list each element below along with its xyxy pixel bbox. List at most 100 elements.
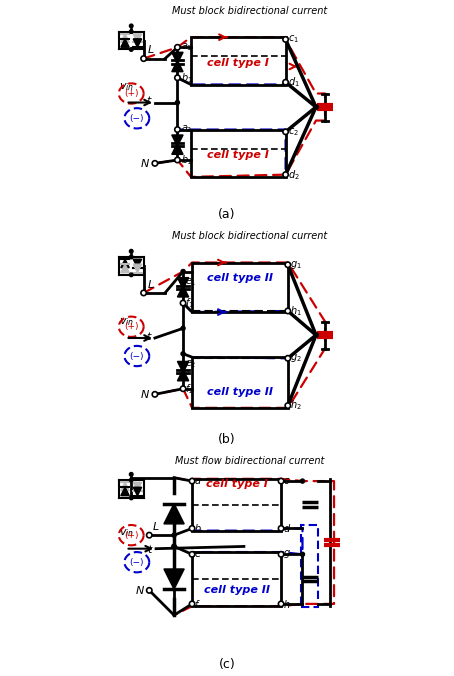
Bar bbox=[192, 479, 281, 531]
Polygon shape bbox=[121, 482, 129, 491]
Circle shape bbox=[314, 105, 318, 110]
Bar bbox=[191, 130, 286, 177]
Circle shape bbox=[129, 496, 133, 500]
Bar bbox=[191, 37, 286, 84]
Text: Must block bidirectional current: Must block bidirectional current bbox=[172, 5, 327, 16]
Circle shape bbox=[129, 473, 133, 476]
Circle shape bbox=[301, 479, 305, 483]
Text: $c_1$: $c_1$ bbox=[288, 34, 299, 45]
Circle shape bbox=[141, 56, 146, 62]
Polygon shape bbox=[172, 60, 183, 72]
Bar bbox=[192, 552, 281, 606]
Text: $c_2$: $c_2$ bbox=[288, 126, 299, 138]
Circle shape bbox=[175, 75, 180, 80]
Polygon shape bbox=[133, 264, 142, 272]
Text: $d_2$: $d_2$ bbox=[288, 168, 300, 182]
Polygon shape bbox=[178, 370, 189, 381]
Circle shape bbox=[152, 391, 158, 397]
Text: (+): (+) bbox=[124, 531, 138, 539]
Text: (+): (+) bbox=[124, 89, 138, 98]
Circle shape bbox=[285, 356, 291, 361]
Circle shape bbox=[283, 80, 288, 85]
Circle shape bbox=[129, 30, 133, 33]
Text: $f_1$: $f_1$ bbox=[185, 296, 194, 310]
Text: $d_1$: $d_1$ bbox=[288, 75, 300, 89]
Bar bbox=[192, 262, 288, 312]
Text: $N$: $N$ bbox=[135, 584, 145, 596]
Polygon shape bbox=[121, 34, 129, 43]
Text: $d$: $d$ bbox=[283, 523, 291, 535]
Circle shape bbox=[189, 552, 195, 557]
Circle shape bbox=[129, 249, 133, 253]
Polygon shape bbox=[121, 264, 129, 272]
Text: Must flow bidirectional current: Must flow bidirectional current bbox=[175, 456, 324, 466]
Circle shape bbox=[147, 533, 152, 538]
Text: $v_{in}$: $v_{in}$ bbox=[119, 527, 134, 539]
Circle shape bbox=[175, 45, 180, 50]
Polygon shape bbox=[172, 52, 183, 64]
Polygon shape bbox=[121, 487, 129, 496]
Circle shape bbox=[285, 262, 291, 268]
Text: $e$: $e$ bbox=[194, 550, 202, 559]
Circle shape bbox=[189, 601, 195, 606]
Text: $h_2$: $h_2$ bbox=[290, 399, 302, 412]
Text: $f$: $f$ bbox=[194, 598, 201, 610]
Polygon shape bbox=[178, 362, 189, 372]
Text: cell type I: cell type I bbox=[206, 479, 267, 489]
Text: $v_{in}$: $v_{in}$ bbox=[119, 316, 134, 328]
Polygon shape bbox=[133, 34, 142, 43]
Circle shape bbox=[181, 270, 185, 274]
Text: $L$: $L$ bbox=[147, 278, 154, 289]
Circle shape bbox=[278, 479, 284, 484]
Circle shape bbox=[129, 48, 133, 51]
Circle shape bbox=[175, 127, 180, 132]
Circle shape bbox=[152, 161, 158, 166]
Text: $b$: $b$ bbox=[194, 523, 202, 535]
Text: $a_1$: $a_1$ bbox=[181, 41, 192, 53]
Polygon shape bbox=[133, 482, 142, 491]
Polygon shape bbox=[178, 278, 189, 289]
Polygon shape bbox=[121, 259, 129, 268]
Polygon shape bbox=[164, 504, 184, 524]
Circle shape bbox=[141, 290, 146, 295]
Polygon shape bbox=[121, 39, 129, 47]
Text: $e_1$: $e_1$ bbox=[185, 276, 197, 288]
Text: $L$: $L$ bbox=[147, 43, 154, 55]
Text: cell type I: cell type I bbox=[207, 151, 269, 160]
Circle shape bbox=[278, 526, 284, 531]
Circle shape bbox=[189, 479, 195, 484]
Text: (−): (−) bbox=[129, 114, 144, 123]
Text: $N$: $N$ bbox=[140, 158, 150, 170]
Text: $h_1$: $h_1$ bbox=[290, 304, 302, 318]
Circle shape bbox=[181, 352, 185, 356]
Text: $e_2$: $e_2$ bbox=[185, 358, 197, 370]
Text: $v_{in}$: $v_{in}$ bbox=[119, 81, 134, 93]
Text: cell type II: cell type II bbox=[207, 387, 273, 397]
Polygon shape bbox=[133, 487, 142, 496]
Circle shape bbox=[172, 533, 176, 537]
Text: $a$: $a$ bbox=[194, 476, 202, 486]
Circle shape bbox=[283, 37, 288, 42]
Circle shape bbox=[147, 587, 152, 593]
Text: cell type II: cell type II bbox=[207, 273, 273, 283]
Polygon shape bbox=[164, 569, 184, 589]
Text: (−): (−) bbox=[129, 352, 144, 360]
Bar bbox=[301, 525, 318, 607]
Text: (−): (−) bbox=[129, 558, 144, 566]
Polygon shape bbox=[133, 259, 142, 268]
Text: Must block bidirectional current: Must block bidirectional current bbox=[172, 231, 327, 241]
Circle shape bbox=[172, 544, 176, 549]
Circle shape bbox=[180, 386, 186, 391]
Text: (+): (+) bbox=[124, 322, 138, 331]
Circle shape bbox=[278, 601, 284, 606]
Circle shape bbox=[283, 129, 288, 135]
Text: $L$: $L$ bbox=[152, 520, 159, 532]
Circle shape bbox=[181, 327, 185, 331]
Text: $g_1$: $g_1$ bbox=[290, 259, 302, 271]
Bar bbox=[192, 357, 288, 408]
Text: (b): (b) bbox=[218, 433, 236, 446]
Circle shape bbox=[129, 478, 133, 482]
Circle shape bbox=[285, 403, 291, 408]
Text: $t$: $t$ bbox=[146, 330, 153, 342]
Text: $a_2$: $a_2$ bbox=[181, 124, 192, 135]
